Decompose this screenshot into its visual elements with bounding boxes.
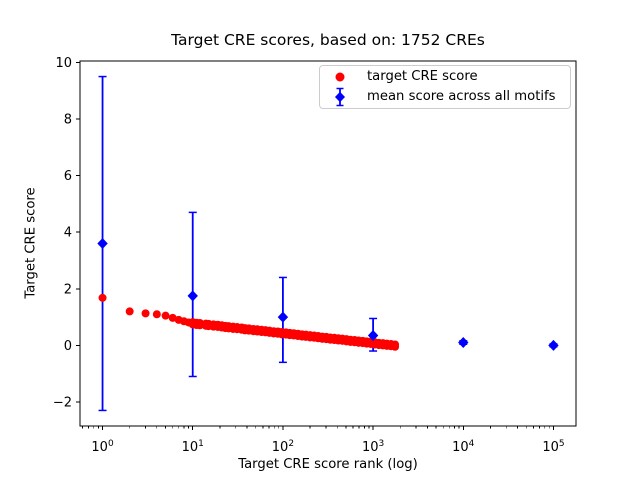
red-dot bbox=[168, 313, 177, 322]
y-tick-label: 6 bbox=[64, 169, 72, 184]
x-tick-label: 104 bbox=[452, 439, 475, 455]
blue-diamond bbox=[458, 337, 469, 349]
y-tick-label: 10 bbox=[55, 56, 72, 71]
x-tick-label: 105 bbox=[542, 439, 564, 455]
blue-diamond bbox=[97, 238, 108, 249]
chart-title: Target CRE scores, based on: 1752 CREs bbox=[171, 31, 485, 49]
x-tick-label: 100 bbox=[91, 439, 114, 455]
red-dot bbox=[152, 310, 161, 319]
x-tick-label: 101 bbox=[182, 439, 204, 455]
blue-diamond bbox=[367, 329, 379, 341]
red-dot bbox=[391, 342, 400, 351]
legend-label: target CRE score bbox=[367, 69, 478, 84]
red-dot bbox=[161, 311, 170, 320]
target-score-dots bbox=[98, 293, 400, 351]
plot-area bbox=[80, 61, 576, 426]
axes-frame bbox=[79, 60, 577, 427]
x-axis-label: Target CRE score rank (log) bbox=[238, 457, 418, 472]
red-dot-icon bbox=[320, 67, 360, 87]
y-tick-label: −2 bbox=[53, 395, 72, 410]
red-dot bbox=[141, 309, 150, 318]
red-dot bbox=[195, 321, 204, 330]
legend-entry-mean: mean score across all motifs bbox=[320, 87, 570, 107]
y-tick-label: 0 bbox=[64, 339, 72, 354]
y-tick-label: 2 bbox=[64, 282, 72, 297]
red-dot bbox=[98, 293, 107, 302]
legend: target CRE score mean score across all m… bbox=[319, 65, 571, 109]
blue-diamond-errorbar-icon bbox=[320, 87, 360, 107]
red-dot bbox=[125, 307, 134, 316]
blue-diamond bbox=[277, 311, 289, 323]
mean-diamonds bbox=[97, 238, 559, 351]
legend-label: mean score across all motifs bbox=[367, 89, 556, 104]
blue-diamond bbox=[548, 339, 559, 351]
blue-diamond bbox=[187, 290, 198, 302]
x-tick-label: 103 bbox=[362, 439, 384, 455]
x-tick-label: 102 bbox=[272, 439, 294, 455]
y-tick-label: 4 bbox=[64, 226, 72, 241]
legend-entry-target: target CRE score bbox=[320, 67, 570, 87]
y-tick-label: 8 bbox=[64, 113, 72, 128]
